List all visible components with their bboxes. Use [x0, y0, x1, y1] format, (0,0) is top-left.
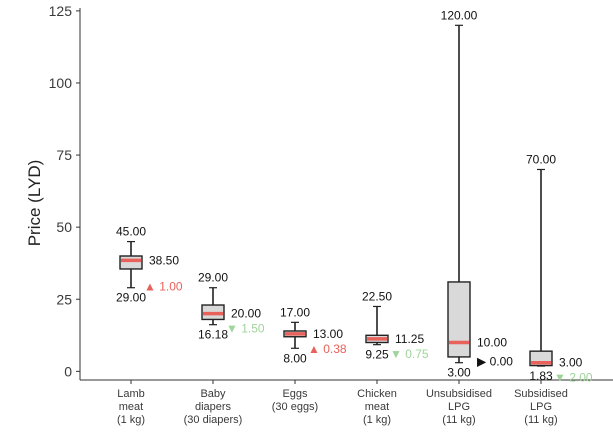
x-tick-label-line: (11 kg) — [524, 414, 557, 426]
x-tick-label-line: Unsubsidised — [426, 388, 492, 400]
x-tick-label: Baby diapers (30 diapers) — [184, 388, 243, 426]
max-label: 120.00 — [441, 8, 478, 22]
median-label: 3.00 — [559, 356, 583, 370]
box-group: 17.00 8.00 13.00▲ 0.38 — [280, 305, 347, 365]
x-tick-label-line: (1 kg) — [117, 414, 145, 426]
min-label: 3.00 — [447, 366, 471, 380]
median-label: 10.00 — [477, 336, 507, 350]
triangle-down-icon: ▼ — [390, 347, 402, 361]
change-value: 1.50 — [238, 322, 265, 336]
x-tick-label-line: LPG — [448, 401, 470, 413]
box-group: 120.00 3.00 10.00 ▶ 0.00 — [441, 8, 514, 379]
max-label: 22.50 — [362, 289, 392, 303]
max-label: 29.00 — [198, 271, 228, 285]
box-group: 45.00 29.00 38.50 ▲ 1.00 — [116, 225, 183, 305]
x-tick-label-line: Lamb — [117, 388, 145, 400]
change-label: ▼ 0.75 — [390, 347, 429, 361]
change-label: ▲ 1.00 — [144, 280, 183, 294]
max-label: 17.00 — [280, 305, 310, 319]
y-tick-label: 0 — [64, 363, 72, 379]
x-tick-label-line: meat — [365, 401, 389, 413]
triangle-up-icon: ▲ — [308, 342, 320, 356]
x-tick-label-line: Subsidised — [514, 388, 568, 400]
x-tick-label-line: Eggs — [282, 388, 308, 400]
x-tick-label-line: Chicken — [357, 388, 397, 400]
triangle-up-icon: ▲ — [144, 280, 156, 294]
y-axis-label: Price (LYD) — [25, 160, 44, 247]
change-value: 0.75 — [402, 347, 429, 361]
median-label: 38.50 — [149, 253, 179, 267]
box-group: 22.50 9.25 11.25▼ 0.75 — [362, 289, 429, 361]
change-value: 0.00 — [486, 355, 513, 369]
median-label: 20.00 — [231, 307, 261, 321]
x-tick-label: Lamb meat (1 kg) — [117, 388, 145, 426]
y-tick-label: 25 — [56, 291, 72, 307]
x-tick-label-line: meat — [119, 401, 143, 413]
box — [119, 255, 143, 270]
x-tick-label: Unsubsidised LPG (11 kg) — [426, 388, 492, 426]
min-label: 9.25 — [365, 348, 389, 362]
x-tick-label-line: (11 kg) — [442, 414, 475, 426]
min-label: 8.00 — [283, 351, 307, 365]
y-tick-label: 50 — [56, 219, 72, 235]
change-value: 1.00 — [156, 280, 183, 294]
x-tick-label-line: Baby — [200, 388, 226, 400]
y-axis: 0 25 50 75 100 125 — [49, 3, 81, 380]
box — [447, 281, 471, 358]
median-label: 13.00 — [313, 327, 343, 341]
min-label: 1.83 — [529, 369, 553, 383]
y-tick-label: 125 — [49, 3, 73, 19]
max-label: 70.00 — [526, 152, 556, 166]
min-label: 16.18 — [198, 328, 228, 342]
x-tick-label: Chicken meat (1 kg) — [357, 388, 397, 426]
min-label: 29.00 — [116, 291, 146, 305]
max-label: 45.00 — [116, 225, 146, 239]
x-tick-label: Subsidised LPG (11 kg) — [514, 388, 568, 426]
x-tick-label-line: (30 diapers) — [184, 414, 243, 426]
change-label: ▼ 1.50 — [226, 322, 265, 336]
triangle-down-icon: ▼ — [226, 322, 238, 336]
y-tick-label: 100 — [49, 75, 73, 91]
change-value: 0.38 — [320, 342, 347, 356]
x-axis: Lamb meat (1 kg)Baby diapers (30 diapers)Egg… — [80, 379, 613, 426]
change-label: ▲ 0.38 — [308, 342, 347, 356]
y-tick-label: 75 — [56, 147, 72, 163]
x-tick-label-line: diapers — [195, 401, 232, 413]
change-label: ▶ 0.00 — [477, 355, 513, 369]
x-tick-label-line: LPG — [530, 401, 552, 413]
change-value: 2.00 — [566, 371, 593, 385]
x-tick-label-line: (1 kg) — [363, 414, 391, 426]
change-label: ▼ 2.00 — [554, 371, 593, 385]
box-group: 70.00 1.83 3.00▼ 2.00 — [526, 152, 593, 384]
triangle-down-icon: ▼ — [554, 371, 566, 385]
triangle-right-icon: ▶ — [477, 355, 487, 369]
x-tick-label: Eggs (30 eggs) — [272, 388, 318, 413]
x-tick-label-line: (30 eggs) — [272, 401, 318, 413]
median-label: 11.25 — [395, 332, 424, 346]
